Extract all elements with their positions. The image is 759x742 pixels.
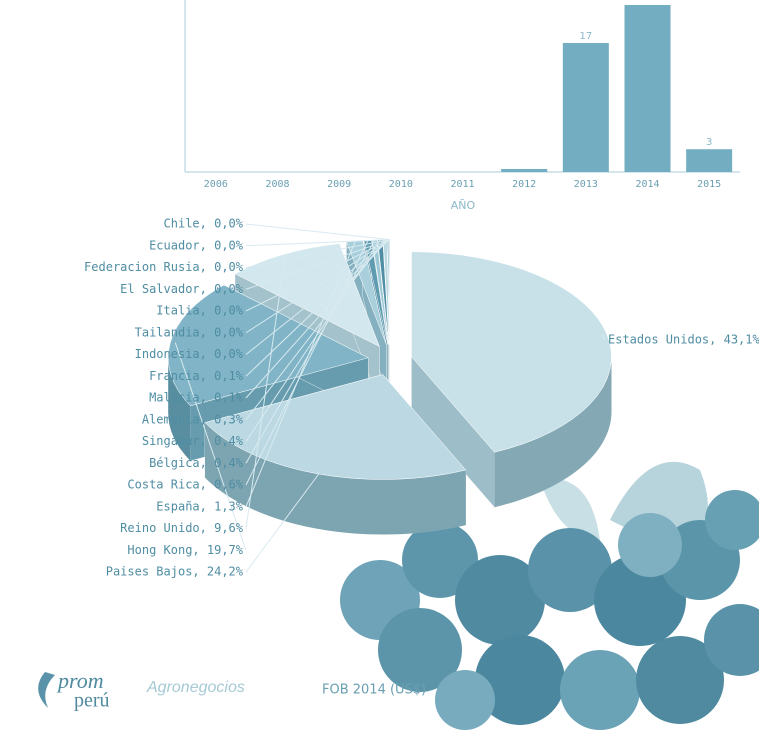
- slice-label: Alemania, 0,3%: [142, 412, 244, 426]
- leader-line: [245, 223, 391, 241]
- leader-line: [245, 239, 391, 334]
- slice-label: Bélgica, 0,4%: [149, 456, 244, 470]
- leader-line: [245, 239, 386, 421]
- slice-side-shade: [204, 422, 466, 535]
- value-label: 17: [579, 31, 592, 42]
- slice: [204, 374, 467, 480]
- x-tick-label: 2014: [635, 179, 659, 190]
- slice-label: Ecuador, 0,0%: [149, 238, 244, 252]
- logo-bottom: perú: [74, 690, 110, 712]
- leader-line: [245, 239, 376, 464]
- x-tick-label: 2010: [389, 179, 413, 190]
- slice-label: Paises Bajos, 24,2%: [106, 565, 244, 579]
- slice-side: [168, 357, 191, 461]
- slice-side-shade: [168, 357, 191, 461]
- slice-label: Chile, 0,0%: [164, 217, 244, 231]
- slice-face-shade: [411, 356, 495, 508]
- leader-line: [245, 239, 391, 268]
- leader-line: [174, 342, 247, 551]
- slice-label: Federacion Rusia, 0,0%: [84, 260, 244, 274]
- leader-line: [245, 239, 389, 399]
- footer: prom perú Agronegocios FOB 2014 (US$): [38, 668, 426, 712]
- x-tick-label: 2013: [574, 179, 598, 190]
- pie: [168, 239, 612, 535]
- slice-label: Estados Unidos, 43,1%: [608, 333, 759, 347]
- bar: [501, 168, 548, 172]
- slice-label: Tailandia, 0,0%: [135, 325, 244, 339]
- x-tick-label: 2008: [265, 179, 289, 190]
- value-label: 3: [706, 137, 712, 148]
- slice-side: [494, 356, 612, 508]
- x-tick-label: 2015: [697, 179, 721, 190]
- caption: FOB 2014 (US$): [322, 683, 426, 698]
- x-tick-label: 2009: [327, 179, 351, 190]
- leader-line: [245, 239, 390, 377]
- slice-label: Singapur, 0,4%: [142, 434, 244, 448]
- logo-top: prom: [56, 668, 104, 693]
- slice-label: Hong Kong, 19,7%: [127, 543, 243, 557]
- slice: [411, 251, 612, 453]
- leader-line: [245, 240, 356, 507]
- leader-line: [245, 473, 320, 573]
- bar: [686, 149, 733, 172]
- leader-line: [245, 239, 391, 247]
- leader-line: [245, 239, 391, 355]
- x-tick-label: 2012: [512, 179, 536, 190]
- x-axis-label: AÑO: [451, 199, 476, 212]
- blueberries: [340, 461, 759, 730]
- slice-label: Costa Rica, 0,6%: [127, 478, 243, 492]
- slice-side: [204, 422, 466, 535]
- slice-label: Reino Unido, 9,6%: [120, 521, 244, 535]
- leader-line: [245, 239, 391, 312]
- leader-line: [245, 254, 286, 529]
- slice-label: Italia, 0,0%: [156, 304, 243, 318]
- slice-label: Francia, 0,1%: [149, 369, 244, 383]
- slice-side-shade: [494, 356, 612, 508]
- leader-line: [245, 239, 369, 486]
- slice-label: El Salvador, 0,0%: [120, 282, 244, 296]
- leader-line: [245, 239, 391, 290]
- leader-line: [601, 334, 605, 341]
- bar: [562, 42, 609, 172]
- slice-label: Indonesia, 0,0%: [135, 347, 244, 361]
- brand: Agronegocios: [146, 679, 245, 696]
- bar: [624, 5, 671, 172]
- x-tick-label: 2006: [204, 179, 228, 190]
- x-tick-label: 2011: [450, 179, 474, 190]
- slice-label: Malasia, 0,1%: [149, 391, 244, 405]
- slice: [168, 284, 369, 407]
- slice-label: España, 1,3%: [156, 499, 243, 513]
